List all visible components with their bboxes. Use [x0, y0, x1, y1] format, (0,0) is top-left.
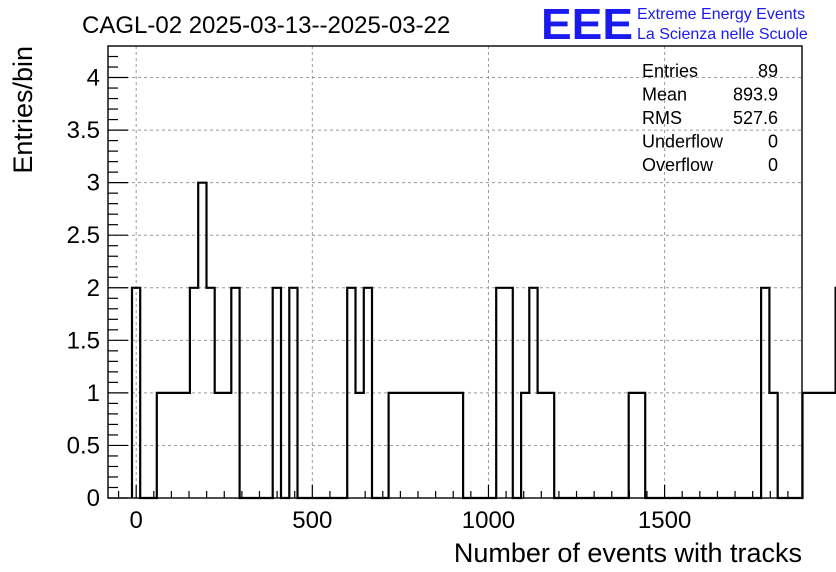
y-tick-label: 0	[87, 485, 100, 512]
stats-value: 0	[768, 155, 778, 175]
y-tick-label: 2	[87, 275, 100, 302]
stats-value: 527.6	[733, 108, 778, 128]
histogram-series-line	[130, 181, 836, 500]
stats-value: 89	[758, 61, 778, 81]
y-tick-label: 2.5	[67, 222, 100, 249]
stats-label: Mean	[642, 85, 687, 105]
stats-label: Overflow	[642, 155, 714, 175]
x-tick-label: 500	[292, 507, 332, 534]
y-tick-label: 3.5	[67, 117, 100, 144]
y-axis-label: Entries/bin	[8, 46, 38, 174]
y-tick-label: 1.5	[67, 327, 100, 354]
x-tick-label: 1500	[638, 507, 691, 534]
stats-value: 893.9	[733, 85, 778, 105]
y-tick-label: 0.5	[67, 432, 100, 459]
x-tick-label: 0	[130, 507, 143, 534]
x-axis-label: Number of events with tracks	[454, 538, 802, 568]
eee-logo: EEE Extreme Energy Events La Scienza nel…	[541, 0, 808, 49]
stats-box: Entries 89 Mean 893.9 RMS 527.6 Underflow 0 Over…	[642, 61, 778, 175]
stats-value: 0	[768, 132, 778, 152]
x-tick-label: 1000	[462, 507, 515, 534]
stats-label: RMS	[642, 108, 682, 128]
stats-label: Underflow	[642, 132, 724, 152]
y-tick-label: 1	[87, 380, 100, 407]
x-axis-ticks: 0 500 1000 1500	[117, 485, 789, 534]
y-axis-ticks: 0 0.5 1 1.5 2 2.5 3 3.5 4	[67, 55, 128, 512]
grid-lines	[108, 46, 802, 498]
chart-title: CAGL-02 2025-03-13--2025-03-22	[82, 12, 450, 39]
eee-logo-line2: La Scienza nelle Scuole	[637, 26, 808, 43]
eee-logo-line1: Extreme Energy Events	[637, 6, 805, 23]
stats-label: Entries	[642, 61, 698, 81]
plot-frame	[107, 45, 803, 499]
y-tick-label: 3	[87, 170, 100, 197]
y-tick-label: 4	[87, 65, 100, 92]
eee-logo-mark: EEE	[541, 0, 633, 49]
